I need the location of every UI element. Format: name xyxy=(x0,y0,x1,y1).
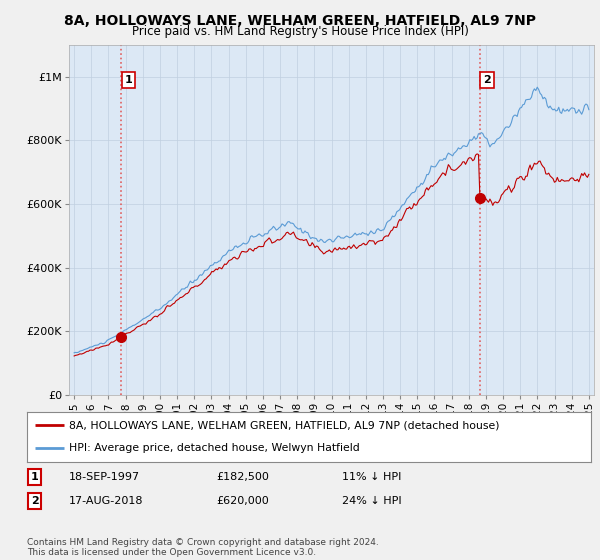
Text: 17-AUG-2018: 17-AUG-2018 xyxy=(69,496,143,506)
Text: 11% ↓ HPI: 11% ↓ HPI xyxy=(342,472,401,482)
Text: 8A, HOLLOWAYS LANE, WELHAM GREEN, HATFIELD, AL9 7NP: 8A, HOLLOWAYS LANE, WELHAM GREEN, HATFIE… xyxy=(64,14,536,28)
Text: 1: 1 xyxy=(125,75,133,85)
Text: HPI: Average price, detached house, Welwyn Hatfield: HPI: Average price, detached house, Welw… xyxy=(70,444,360,454)
Text: Price paid vs. HM Land Registry's House Price Index (HPI): Price paid vs. HM Land Registry's House … xyxy=(131,25,469,38)
Text: 24% ↓ HPI: 24% ↓ HPI xyxy=(342,496,401,506)
Text: £620,000: £620,000 xyxy=(216,496,269,506)
Text: 18-SEP-1997: 18-SEP-1997 xyxy=(69,472,140,482)
Text: 2: 2 xyxy=(31,496,38,506)
Text: £182,500: £182,500 xyxy=(216,472,269,482)
Text: Contains HM Land Registry data © Crown copyright and database right 2024.
This d: Contains HM Land Registry data © Crown c… xyxy=(27,538,379,557)
Text: 1: 1 xyxy=(31,472,38,482)
Text: 8A, HOLLOWAYS LANE, WELHAM GREEN, HATFIELD, AL9 7NP (detached house): 8A, HOLLOWAYS LANE, WELHAM GREEN, HATFIE… xyxy=(70,420,500,430)
Text: 2: 2 xyxy=(483,75,491,85)
